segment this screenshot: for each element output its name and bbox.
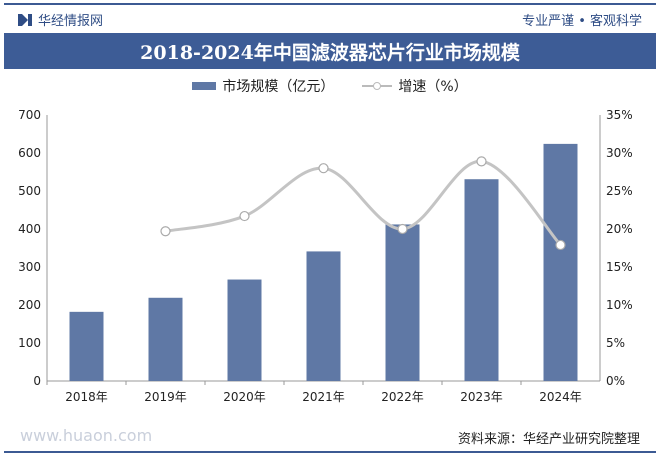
bar bbox=[543, 143, 578, 381]
growth-line bbox=[165, 159, 562, 246]
logo-icon bbox=[18, 13, 32, 26]
bar bbox=[385, 224, 420, 381]
y-right-tick-label: 5% bbox=[606, 336, 625, 350]
brand: 华经情报网 bbox=[18, 10, 103, 29]
growth-point bbox=[476, 156, 487, 167]
chart-title: 2018-2024年中国滤波器芯片行业市场规模 bbox=[4, 33, 656, 69]
legend: 市场规模（亿元） 增速（%） bbox=[0, 76, 660, 96]
y-left-tick-label: 0 bbox=[33, 374, 41, 388]
growth-point bbox=[239, 210, 250, 222]
y-right-tick-label: 25% bbox=[606, 184, 633, 198]
x-tick-label: 2024年 bbox=[539, 390, 582, 404]
x-tick-label: 2023年 bbox=[460, 390, 503, 404]
growth-point bbox=[318, 163, 329, 174]
brand-name: 华经情报网 bbox=[38, 14, 104, 29]
top-divider bbox=[4, 3, 656, 5]
y-left-tick-label: 300 bbox=[18, 260, 41, 274]
legend-line-swatch bbox=[362, 82, 393, 90]
y-right-tick-label: 10% bbox=[606, 298, 633, 312]
bottom-divider bbox=[4, 451, 656, 453]
legend-label: 增速（%） bbox=[398, 79, 468, 95]
y-right-tick-label: 20% bbox=[606, 222, 633, 236]
growth-point bbox=[160, 226, 171, 237]
source-note: 资料来源：华经产业研究院整理 bbox=[457, 432, 640, 447]
watermark-text: www.huaon.com bbox=[20, 426, 153, 445]
y-left-tick-label: 400 bbox=[18, 222, 41, 236]
x-tick-label: 2021年 bbox=[302, 390, 345, 404]
y-right-tick-label: 35% bbox=[606, 108, 633, 122]
bar bbox=[464, 179, 499, 381]
y-right-tick-label: 15% bbox=[606, 260, 633, 274]
growth-point bbox=[397, 223, 408, 235]
y-right-tick-label: 0% bbox=[606, 374, 625, 388]
slogan: 专业严谨 • 客观科学 bbox=[522, 14, 642, 29]
bar bbox=[306, 251, 341, 381]
x-tick-label: 2020年 bbox=[223, 390, 266, 404]
bar bbox=[69, 311, 104, 381]
bar bbox=[148, 297, 183, 381]
y-right-tick-label: 30% bbox=[606, 146, 633, 160]
x-tick-label: 2022年 bbox=[381, 390, 424, 404]
growth-point bbox=[555, 239, 566, 251]
legend-item-bar: 市场规模（亿元） bbox=[192, 76, 334, 96]
legend-label: 市场规模（亿元） bbox=[222, 79, 335, 95]
legend-item-line: 增速（%） bbox=[362, 76, 468, 96]
y-left-tick-label: 200 bbox=[18, 298, 41, 312]
y-left-tick-label: 500 bbox=[18, 184, 41, 198]
y-left-tick-label: 100 bbox=[18, 336, 41, 350]
y-left-tick-label: 600 bbox=[18, 146, 41, 160]
y-left-tick-label: 700 bbox=[18, 108, 41, 122]
legend-bar-swatch bbox=[192, 82, 217, 90]
x-tick-label: 2018年 bbox=[65, 390, 108, 404]
x-tick-label: 2019年 bbox=[144, 390, 187, 404]
bar bbox=[227, 279, 262, 381]
